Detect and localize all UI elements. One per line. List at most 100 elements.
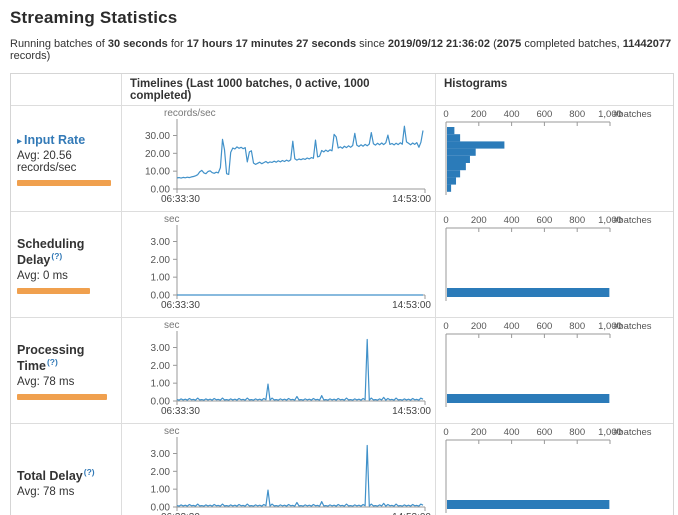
processing-time-histogram-chart: 0 200 400 600 800 1,000#batches: [443, 321, 652, 407]
metric-label: ▸ Input Rate: [17, 133, 117, 147]
total-delay-histogram-chart: 0 200 400 600 800 1,000#batches: [443, 427, 652, 513]
header-timelines: Timelines (Last 1000 batches, 0 active, …: [121, 74, 435, 105]
svg-text:records/sec: records/sec: [164, 108, 216, 119]
metric-label: Processing Time(?): [17, 343, 117, 373]
stat-row-input-rate: ▸ Input Rate Avg: 20.56 records/sec recor…: [11, 106, 673, 213]
metric-label-cell: Total Delay(?) Avg: 78 ms: [11, 424, 121, 515]
batch-summary-segment: 2019/09/12 21:36:02: [387, 38, 491, 50]
metric-name: Total Delay: [17, 469, 83, 484]
svg-text:0: 0: [443, 321, 448, 332]
svg-text:10.00: 10.00: [145, 167, 170, 178]
scheduling-delay-timeline-chart: sec 0.00 1.00 2.00 3.00 06:33:30 14:53:00: [151, 214, 432, 311]
metric-average: Avg: 20.56 records/sec: [17, 150, 77, 174]
svg-text:#batches: #batches: [613, 215, 652, 226]
svg-text:2.00: 2.00: [151, 255, 171, 266]
batch-summary-segment: 17 hours 17 minutes 27 seconds: [186, 38, 357, 50]
svg-text:800: 800: [569, 109, 585, 120]
svg-text:06:33:30: 06:33:30: [161, 300, 200, 311]
svg-text:200: 200: [471, 215, 487, 226]
batch-summary-segment: for: [167, 38, 187, 50]
svg-text:800: 800: [569, 215, 585, 226]
metric-name: Processing Time: [17, 342, 85, 374]
svg-text:3.00: 3.00: [151, 343, 171, 354]
svg-text:#batches: #batches: [613, 427, 652, 438]
svg-text:14:53:00: 14:53:00: [392, 194, 431, 205]
streaming-stats-table: Timelines (Last 1000 batches, 0 active, …: [10, 73, 674, 515]
svg-text:#batches: #batches: [613, 321, 652, 332]
svg-text:1.00: 1.00: [151, 273, 171, 284]
input-rate-timeline-chart: records/sec 0.00 10.00 20.00 30.00 06:33:30 14…: [145, 108, 431, 205]
header-empty-cell: [11, 74, 121, 105]
svg-text:sec: sec: [164, 214, 180, 225]
stat-row-scheduling-delay: Scheduling Delay(?) Avg: 0 ms sec 0.00 1.0…: [11, 212, 673, 319]
svg-text:400: 400: [504, 109, 520, 120]
svg-text:0: 0: [443, 109, 448, 120]
svg-text:3.00: 3.00: [151, 237, 171, 248]
svg-text:200: 200: [471, 427, 487, 438]
svg-text:0: 0: [443, 215, 448, 226]
batch-summary-segment: 2075: [496, 38, 522, 50]
metric-label-cell: Processing Time(?) Avg: 78 ms: [11, 318, 121, 425]
metric-name[interactable]: Input Rate: [24, 133, 86, 147]
svg-text:06:33:30: 06:33:30: [161, 512, 200, 515]
svg-text:06:33:30: 06:33:30: [161, 406, 200, 417]
svg-text:2.00: 2.00: [151, 361, 171, 372]
batch-summary-segment: completed batches,: [521, 38, 623, 50]
metric-highlight-bar: [17, 288, 90, 295]
metric-label-cell: ▸ Input Rate Avg: 20.56 records/sec: [11, 106, 121, 213]
svg-text:800: 800: [569, 427, 585, 438]
svg-text:600: 600: [536, 109, 552, 120]
metric-average: Avg: 78 ms: [17, 486, 75, 499]
batch-summary-segment: 30 seconds: [107, 38, 168, 50]
metric-label-cell: Scheduling Delay(?) Avg: 0 ms: [11, 212, 121, 319]
svg-text:400: 400: [504, 427, 520, 438]
batch-summary-text: Running batches of 30 seconds for 17 hou…: [10, 38, 672, 62]
svg-text:0: 0: [443, 427, 448, 438]
expand-arrow-icon[interactable]: ▸: [17, 136, 23, 147]
svg-text:1.00: 1.00: [151, 379, 171, 390]
svg-text:800: 800: [569, 321, 585, 332]
metric-label: Scheduling Delay(?): [17, 237, 117, 267]
svg-text:3.00: 3.00: [151, 449, 171, 460]
svg-text:#batches: #batches: [613, 109, 652, 120]
svg-text:30.00: 30.00: [145, 131, 170, 142]
batch-summary-segment: (: [490, 38, 497, 50]
svg-text:14:53:00: 14:53:00: [392, 300, 431, 311]
histogram-cell: 0 200 400 600 800 1,000 #batches: [435, 212, 673, 319]
metric-name: Scheduling Delay: [17, 236, 85, 268]
svg-text:600: 600: [536, 427, 552, 438]
table-header-row: Timelines (Last 1000 batches, 0 active, …: [11, 74, 673, 106]
svg-text:200: 200: [471, 321, 487, 332]
timeline-cell: sec 0.00 1.00 2.00 3.00 06:33:30 14:53:00: [121, 212, 435, 319]
stat-row-processing-time: Processing Time(?) Avg: 78 ms sec 0.00 1.0…: [11, 318, 673, 425]
histogram-cell: 0 200 400 600 800 1,000 #batches: [435, 106, 673, 213]
batch-summary-segment: Running batches of: [10, 38, 108, 50]
svg-text:600: 600: [536, 215, 552, 226]
svg-text:06:33:30: 06:33:30: [161, 194, 200, 205]
batch-summary-segment: since: [356, 38, 388, 50]
batch-summary-segment: 11442077: [622, 38, 672, 50]
svg-text:sec: sec: [164, 320, 180, 331]
stat-row-total-delay: Total Delay(?) Avg: 78 ms sec 0.00 1.00 2.0…: [11, 424, 673, 515]
metric-highlight-bar: [17, 394, 107, 401]
svg-text:0.00: 0.00: [151, 397, 171, 408]
timeline-cell: sec 0.00 1.00 2.00 3.00 06:33:30 14:53:00: [121, 424, 435, 515]
histogram-cell: 0 200 400 600 800 1,000 #batches: [435, 424, 673, 515]
help-icon[interactable]: (?): [83, 466, 95, 477]
timeline-cell: records/sec 0.00 10.00 20.00 30.00 06:33:30 14…: [121, 106, 435, 213]
svg-text:1,000: 1,000: [598, 321, 622, 332]
svg-text:0.00: 0.00: [151, 185, 171, 196]
svg-text:1,000: 1,000: [598, 109, 622, 120]
help-icon[interactable]: (?): [46, 356, 58, 367]
metric-average: Avg: 78 ms: [17, 376, 75, 389]
processing-time-timeline-chart: sec 0.00 1.00 2.00 3.00 06:33:30 14:53:00: [151, 320, 432, 417]
page-title: Streaming Statistics: [10, 8, 178, 27]
svg-text:0.00: 0.00: [151, 503, 171, 514]
metric-highlight-bar: [17, 180, 111, 186]
svg-text:200: 200: [471, 109, 487, 120]
help-icon[interactable]: (?): [51, 250, 63, 261]
svg-text:1.00: 1.00: [151, 485, 171, 496]
total-delay-timeline-chart: sec 0.00 1.00 2.00 3.00 06:33:30 14:53:00: [151, 426, 432, 515]
svg-text:400: 400: [504, 215, 520, 226]
